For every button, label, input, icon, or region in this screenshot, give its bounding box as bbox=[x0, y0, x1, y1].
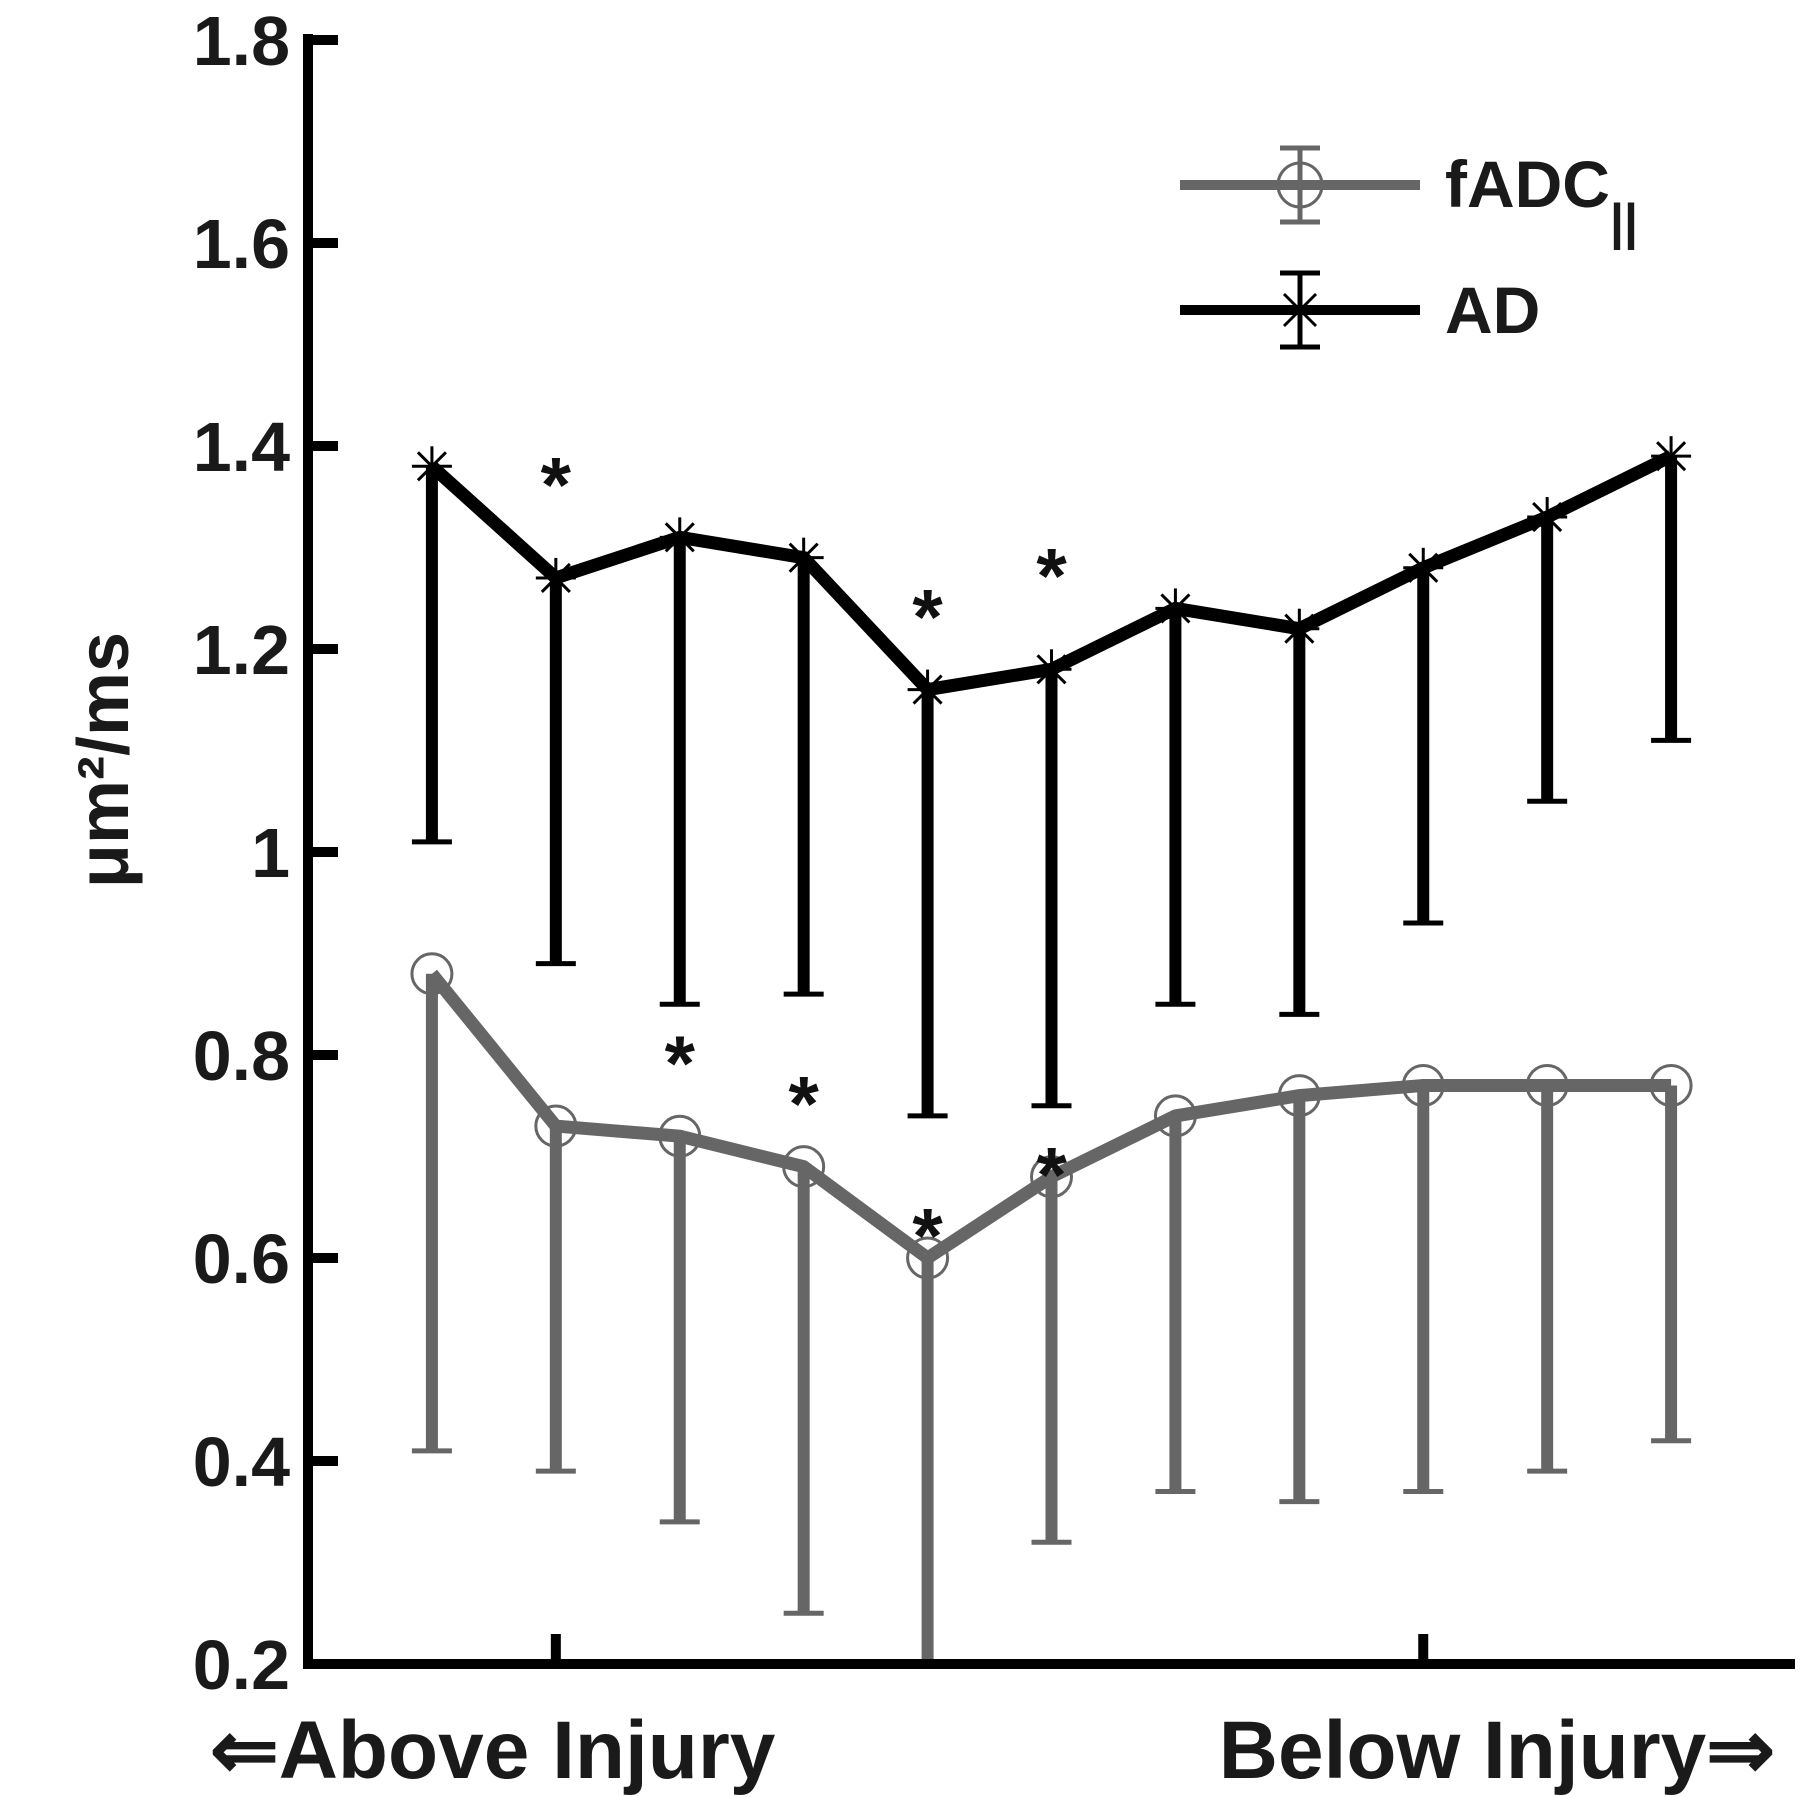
y-tick-label-5: 1.2 bbox=[193, 611, 290, 689]
point-1-8 bbox=[1403, 547, 1444, 588]
point-0-1 bbox=[534, 1104, 578, 1148]
significance-star-5: * bbox=[912, 1191, 943, 1279]
point-1-10 bbox=[1651, 436, 1692, 477]
legend-label-fadc: fADC|| bbox=[1445, 147, 1638, 251]
significance-star-2: * bbox=[1036, 532, 1067, 620]
point-1-2 bbox=[659, 517, 700, 558]
point-1-1 bbox=[535, 557, 576, 598]
legend-label-ad: AD bbox=[1445, 273, 1540, 347]
point-0-6 bbox=[1153, 1094, 1197, 1138]
x-label-above-injury: ⇐Above Injury bbox=[210, 1705, 776, 1796]
point-0-5 bbox=[1030, 1155, 1073, 1199]
point-0-10 bbox=[1649, 1063, 1693, 1107]
point-0-4 bbox=[906, 1236, 950, 1280]
significance-star-0: * bbox=[541, 440, 572, 528]
point-1-3 bbox=[783, 537, 824, 578]
point-0-3 bbox=[782, 1145, 826, 1189]
series-0 bbox=[410, 952, 1693, 1664]
point-0-8 bbox=[1401, 1063, 1445, 1107]
y-tick-label-7: 1.6 bbox=[193, 205, 290, 283]
y-tick-labels: 0.2 0.4 0.6 0.8 1 1.2 1.4 1.6 1.8 bbox=[193, 2, 290, 1704]
legend-marker-circle bbox=[1276, 161, 1324, 209]
significance-star-4: * bbox=[788, 1059, 819, 1147]
point-1-5 bbox=[1031, 649, 1072, 690]
significance-star-6: * bbox=[1036, 1131, 1067, 1219]
series-line-0 bbox=[426, 969, 1672, 1266]
plot-series bbox=[410, 436, 1693, 1664]
point-1-7 bbox=[1279, 608, 1320, 649]
significance-star-3: * bbox=[665, 1019, 696, 1107]
y-tick-label-2: 0.6 bbox=[193, 1220, 290, 1298]
y-tick-label-8: 1.8 bbox=[193, 2, 290, 80]
point-0-0 bbox=[410, 952, 454, 996]
point-0-7 bbox=[1277, 1074, 1321, 1118]
legend-entry-ad: AD bbox=[1180, 270, 1540, 350]
series-1 bbox=[411, 436, 1692, 1119]
legend-entry-fadc: fADC|| bbox=[1180, 145, 1638, 251]
y-tick-label-3: 0.8 bbox=[193, 1017, 290, 1095]
y-tick-label-6: 1.4 bbox=[193, 408, 290, 486]
significance-star-1: * bbox=[912, 572, 943, 660]
y-tick-label-1: 0.4 bbox=[193, 1423, 290, 1501]
legend: fADC|| AD bbox=[1180, 145, 1638, 350]
point-1-0 bbox=[411, 446, 452, 487]
y-axis-title: μm²/ms bbox=[64, 632, 144, 888]
point-1-4 bbox=[907, 669, 948, 710]
point-1-9 bbox=[1527, 497, 1568, 538]
y-tick-label-0: 0.2 bbox=[193, 1626, 290, 1704]
axes bbox=[303, 34, 1795, 1669]
legend-marker-asterisk bbox=[1278, 288, 1322, 332]
point-0-2 bbox=[658, 1114, 702, 1158]
y-tick-label-4: 1 bbox=[251, 814, 290, 892]
significance-markers: * * * * * * * bbox=[541, 440, 1068, 1279]
point-1-6 bbox=[1155, 588, 1196, 629]
x-label-below-injury: Below Injury⇒ bbox=[1219, 1705, 1775, 1796]
point-0-9 bbox=[1525, 1063, 1569, 1107]
